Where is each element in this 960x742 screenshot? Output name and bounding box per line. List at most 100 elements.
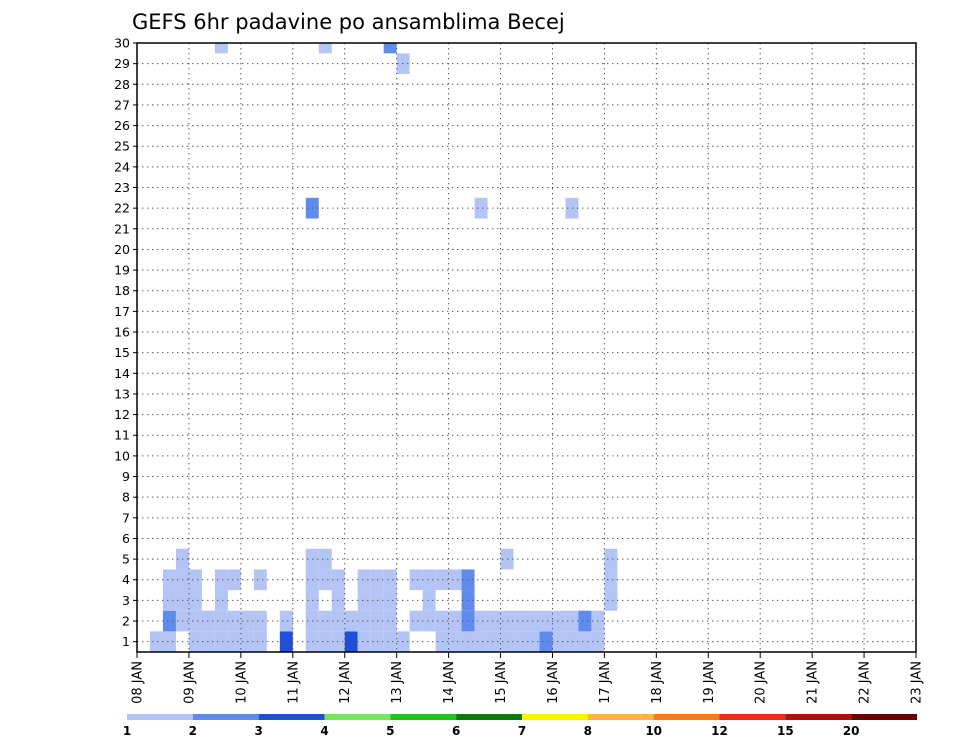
- heatmap-cell: [552, 610, 566, 632]
- x-tick-label: 15 JAN: [494, 661, 509, 704]
- heatmap-cell: [318, 631, 332, 652]
- x-tick-label: 23 JAN: [910, 661, 925, 704]
- y-tick-label: 6: [122, 531, 130, 546]
- x-tick-label: 18 JAN: [650, 661, 665, 704]
- heatmap-cell: [604, 590, 618, 611]
- heatmap-cell: [409, 610, 423, 632]
- heatmap-cell: [474, 631, 488, 652]
- legend-swatch: [522, 714, 588, 720]
- heatmap-cell: [201, 631, 215, 652]
- legend-label: 7: [518, 724, 526, 738]
- heatmap-cell: [539, 631, 553, 652]
- chart-title: GEFS 6hr padavine po ansamblima Becej: [132, 10, 565, 34]
- y-tick-label: 18: [114, 283, 130, 298]
- y-tick-label: 15: [114, 345, 130, 360]
- heatmap-cell: [448, 569, 462, 591]
- color-legend: 1 2 3 4 5 6 7 8 10 12 15 20: [123, 714, 917, 738]
- heatmap-cell: [422, 610, 436, 632]
- heatmap-cell: [409, 569, 423, 591]
- x-tick-label: 14 JAN: [442, 661, 457, 704]
- heatmap-cell: [214, 610, 228, 632]
- heatmap-cell: [565, 197, 579, 219]
- heatmap-cell: [357, 610, 371, 632]
- y-tick-label: 19: [114, 263, 130, 278]
- y-tick-label: 22: [114, 201, 130, 216]
- heatmap-cell: [357, 590, 371, 611]
- legend-swatch: [127, 714, 193, 720]
- plot-frame: [136, 42, 917, 653]
- y-tick-label: 8: [122, 490, 130, 505]
- heatmap-cell: [383, 590, 397, 611]
- heatmap-cell: [188, 610, 202, 632]
- x-tick-label: 08 JAN: [131, 661, 146, 704]
- y-tick-label: 10: [114, 448, 130, 463]
- y-tick-label: 14: [114, 366, 130, 381]
- heatmap-cell: [227, 631, 241, 652]
- heatmap-cell: [227, 610, 241, 632]
- y-tick-label: 7: [122, 510, 130, 525]
- heatmap-cell: [383, 631, 397, 652]
- heatmap-cell: [253, 610, 267, 632]
- heatmap-cell: [604, 569, 618, 591]
- y-tick-label: 17: [114, 304, 130, 319]
- heatmap-cell: [422, 590, 436, 611]
- heatmap-cell: [565, 610, 579, 632]
- heatmap-cell: [474, 197, 488, 219]
- heatmap-cell: [162, 610, 176, 632]
- legend-label: 12: [711, 724, 728, 738]
- legend-label: 5: [386, 724, 394, 738]
- x-tick-label: 11 JAN: [286, 661, 301, 704]
- heatmap-cell: [448, 631, 462, 652]
- legend-label: 10: [645, 724, 662, 738]
- heatmap-cell: [474, 610, 488, 632]
- heatmap-cell: [318, 43, 332, 54]
- heatmap-cell: [422, 569, 436, 591]
- x-tick-label: 22 JAN: [858, 661, 873, 704]
- heatmap-cell: [357, 569, 371, 591]
- y-tick-label: 12: [114, 407, 130, 422]
- heatmap-cell: [188, 569, 202, 591]
- y-tick-label: 25: [114, 139, 130, 154]
- heatmap-cell: [214, 590, 228, 611]
- heatmap-cell: [552, 631, 566, 652]
- y-tick-label: 27: [114, 97, 130, 112]
- legend-swatch: [192, 714, 259, 720]
- heatmap-cell: [604, 548, 618, 570]
- heatmap-cells: [149, 43, 618, 652]
- heatmap-cell: [565, 631, 579, 652]
- y-tick-label: 1: [122, 634, 130, 649]
- heatmap-cell: [149, 631, 163, 652]
- legend-label: 4: [320, 724, 328, 738]
- heatmap-cell: [214, 631, 228, 652]
- heatmap-cell: [513, 610, 527, 632]
- heatmap-cell: [318, 569, 332, 591]
- heatmap-cell: [201, 610, 215, 632]
- y-tick-label: 24: [114, 159, 130, 174]
- legend-swatch: [456, 714, 522, 720]
- legend-label: 2: [189, 724, 197, 738]
- heatmap-cell: [188, 631, 202, 652]
- y-tick-label: 5: [122, 552, 130, 567]
- heatmap-cell: [162, 631, 176, 652]
- y-tick-label: 20: [114, 242, 130, 257]
- heatmap-cell: [357, 631, 371, 652]
- y-tick-label: 23: [114, 180, 130, 195]
- legend-label: 8: [584, 724, 592, 738]
- heatmap-cell: [227, 569, 241, 591]
- heatmap-cell: [578, 631, 592, 652]
- heatmap-cell: [383, 610, 397, 632]
- heatmap-cell: [513, 631, 527, 652]
- x-tick-label: 13 JAN: [390, 661, 405, 704]
- y-tick-label: 28: [114, 77, 130, 92]
- heatmap-cell: [318, 610, 332, 632]
- heatmap-cell: [162, 590, 176, 611]
- y-tick-label: 3: [122, 593, 130, 608]
- grid-lines: [137, 42, 916, 652]
- y-tick-label: 29: [114, 56, 130, 71]
- legend-swatch: [587, 714, 654, 720]
- legend-swatch: [719, 714, 786, 720]
- y-tick-label: 30: [114, 36, 130, 51]
- legend-label: 3: [254, 724, 262, 738]
- legend-swatch: [851, 714, 917, 720]
- x-tick-label: 20 JAN: [754, 661, 769, 704]
